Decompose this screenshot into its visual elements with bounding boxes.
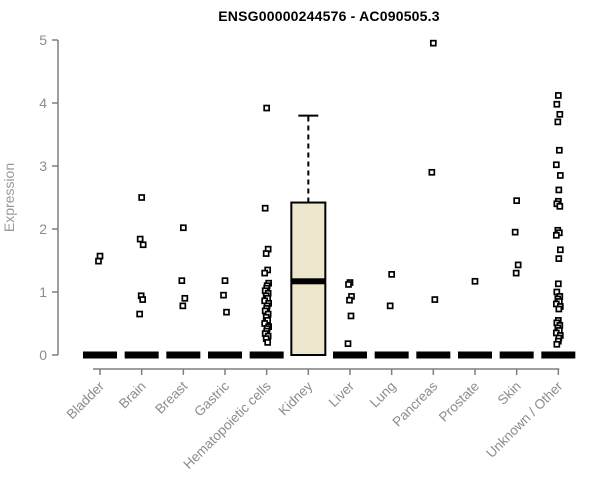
zero-bar [332, 351, 367, 359]
data-point [556, 202, 564, 210]
data-point [553, 340, 561, 348]
chart-title: ENSG00000244576 - AC090505.3 [218, 8, 440, 24]
zero-bar [207, 351, 242, 359]
data-point [221, 277, 229, 285]
data-point [471, 277, 479, 285]
x-tick-label: Pancreas [390, 378, 441, 429]
x-tick-label: Bladder [64, 378, 108, 422]
x-tick-label: Lung [367, 379, 399, 411]
zero-bar [249, 351, 284, 359]
data-point [554, 92, 562, 99]
data-point [386, 302, 394, 310]
data-point [511, 228, 519, 236]
data-point [344, 340, 352, 348]
data-point [552, 161, 560, 169]
data-point [429, 39, 437, 47]
data-point [556, 172, 564, 179]
data-point [554, 118, 562, 126]
zero-bar [166, 351, 201, 359]
data-point [138, 194, 146, 201]
x-tick-label: Breast [152, 378, 190, 416]
x-tick-label: Prostate [436, 379, 482, 425]
data-point [181, 294, 189, 302]
data-point [223, 308, 230, 316]
zero-bar [541, 351, 576, 359]
data-point [345, 281, 352, 288]
median-line [291, 278, 326, 285]
data-point [555, 305, 563, 313]
y-tick-label: 2 [39, 221, 47, 237]
y-tick-label: 1 [39, 284, 47, 300]
y-tick-label: 4 [39, 95, 47, 111]
data-point [556, 246, 564, 254]
data-point [220, 291, 227, 299]
data-point [136, 235, 144, 243]
y-tick-label: 5 [39, 32, 47, 48]
zero-bar [83, 351, 117, 359]
data-point [555, 255, 563, 262]
data-point [139, 296, 147, 303]
data-point [179, 302, 187, 310]
data-point [347, 312, 355, 320]
zero-bar [374, 351, 409, 359]
data-point [95, 257, 102, 265]
data-point [388, 271, 396, 278]
zero-bar [457, 351, 492, 359]
y-axis-label: Expression [1, 163, 17, 232]
x-tick-label: Brain [116, 379, 149, 412]
data-point [512, 269, 520, 277]
x-tick-label: Liver [326, 378, 358, 410]
data-point [556, 110, 564, 118]
zero-bar [499, 351, 534, 359]
data-point [514, 261, 522, 269]
x-tick-label: Unknown / Other [483, 378, 566, 461]
data-point [179, 224, 187, 232]
data-point [513, 197, 521, 204]
data-point [555, 186, 563, 194]
data-point [264, 339, 272, 346]
data-point [555, 146, 563, 154]
data-point [346, 296, 353, 304]
y-tick-label: 0 [39, 347, 47, 363]
data-point [261, 204, 269, 212]
x-tick-label: Gastric [191, 378, 232, 419]
data-point [178, 277, 186, 285]
data-point [262, 250, 270, 257]
data-point [263, 104, 271, 112]
zero-bar [416, 351, 451, 359]
x-tick-label: Kidney [276, 378, 316, 418]
y-tick-label: 3 [39, 158, 47, 174]
data-point [553, 100, 561, 108]
data-point [552, 231, 560, 239]
data-point [428, 168, 436, 176]
data-point [431, 296, 439, 303]
x-tick-label: Skin [495, 379, 524, 408]
data-point [139, 241, 147, 249]
data-point [554, 280, 562, 288]
zero-bar [124, 351, 159, 359]
data-point [261, 269, 269, 277]
data-point [136, 310, 144, 318]
